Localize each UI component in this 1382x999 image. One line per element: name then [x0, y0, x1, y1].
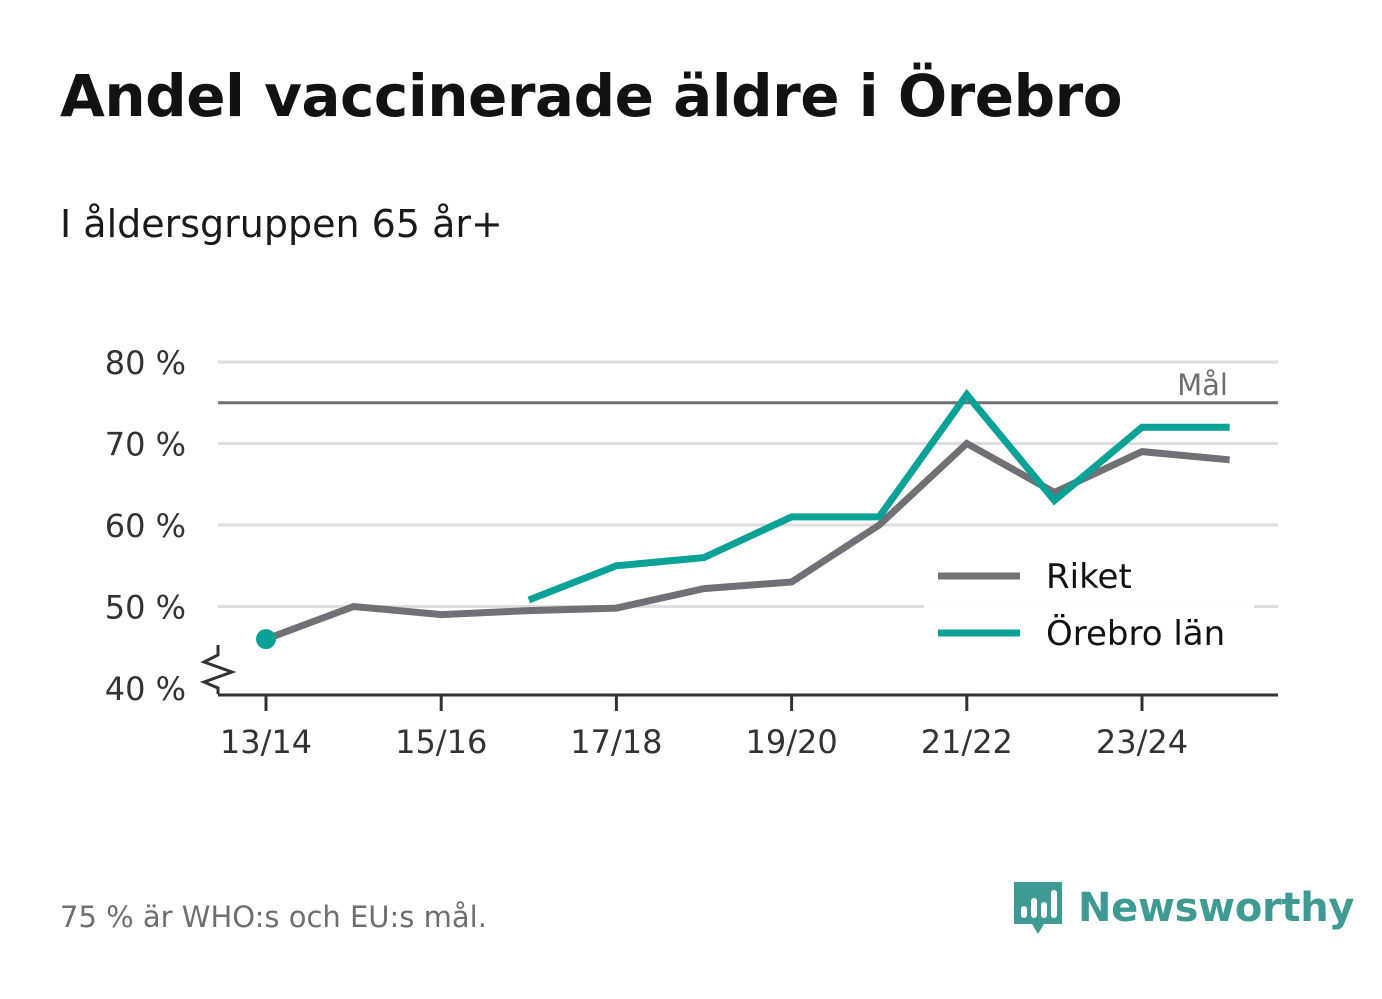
legend-label: Örebro län [1046, 613, 1225, 654]
legend-label: Riket [1046, 557, 1132, 597]
chart-subtitle: I åldersgruppen 65 år+ [60, 202, 503, 246]
legend-background [924, 546, 1254, 664]
x-tick-label: 13/14 [220, 723, 312, 761]
y-tick-label: 60 % [105, 507, 186, 545]
x-tick-label: 23/24 [1096, 723, 1188, 761]
series-lines [256, 388, 1230, 650]
axis-break-icon [199, 645, 237, 694]
series-point-orebro [256, 629, 276, 650]
y-tick-label: 50 % [105, 589, 186, 627]
series-line-orebro [527, 388, 1230, 604]
legend: Riket Örebro län [924, 546, 1254, 664]
x-tick-label: 21/22 [921, 723, 1013, 761]
target-label: Mål [1177, 368, 1228, 402]
target-line-group: Mål [218, 368, 1278, 405]
brand-logo: Newsworthy [1010, 878, 1355, 938]
x-tick-label: 17/18 [570, 723, 662, 761]
chart-title: Andel vaccinerade äldre i Örebro [60, 62, 1123, 130]
x-tick-label: 15/16 [395, 723, 487, 761]
brand-name: Newsworthy [1078, 885, 1355, 931]
x-tick-label: 19/20 [745, 723, 837, 761]
newsworthy-logo-icon [1014, 882, 1062, 934]
axes: 40 % 50 % 60 % 70 % 80 % 13/14 15/16 17/18 19/20… [105, 344, 1278, 761]
footnote: 75 % är WHO:s och EU:s mål. [60, 900, 487, 934]
y-tick-label: 40 % [105, 670, 186, 708]
y-tick-label: 80 % [105, 344, 186, 382]
y-tick-label: 70 % [105, 426, 186, 464]
